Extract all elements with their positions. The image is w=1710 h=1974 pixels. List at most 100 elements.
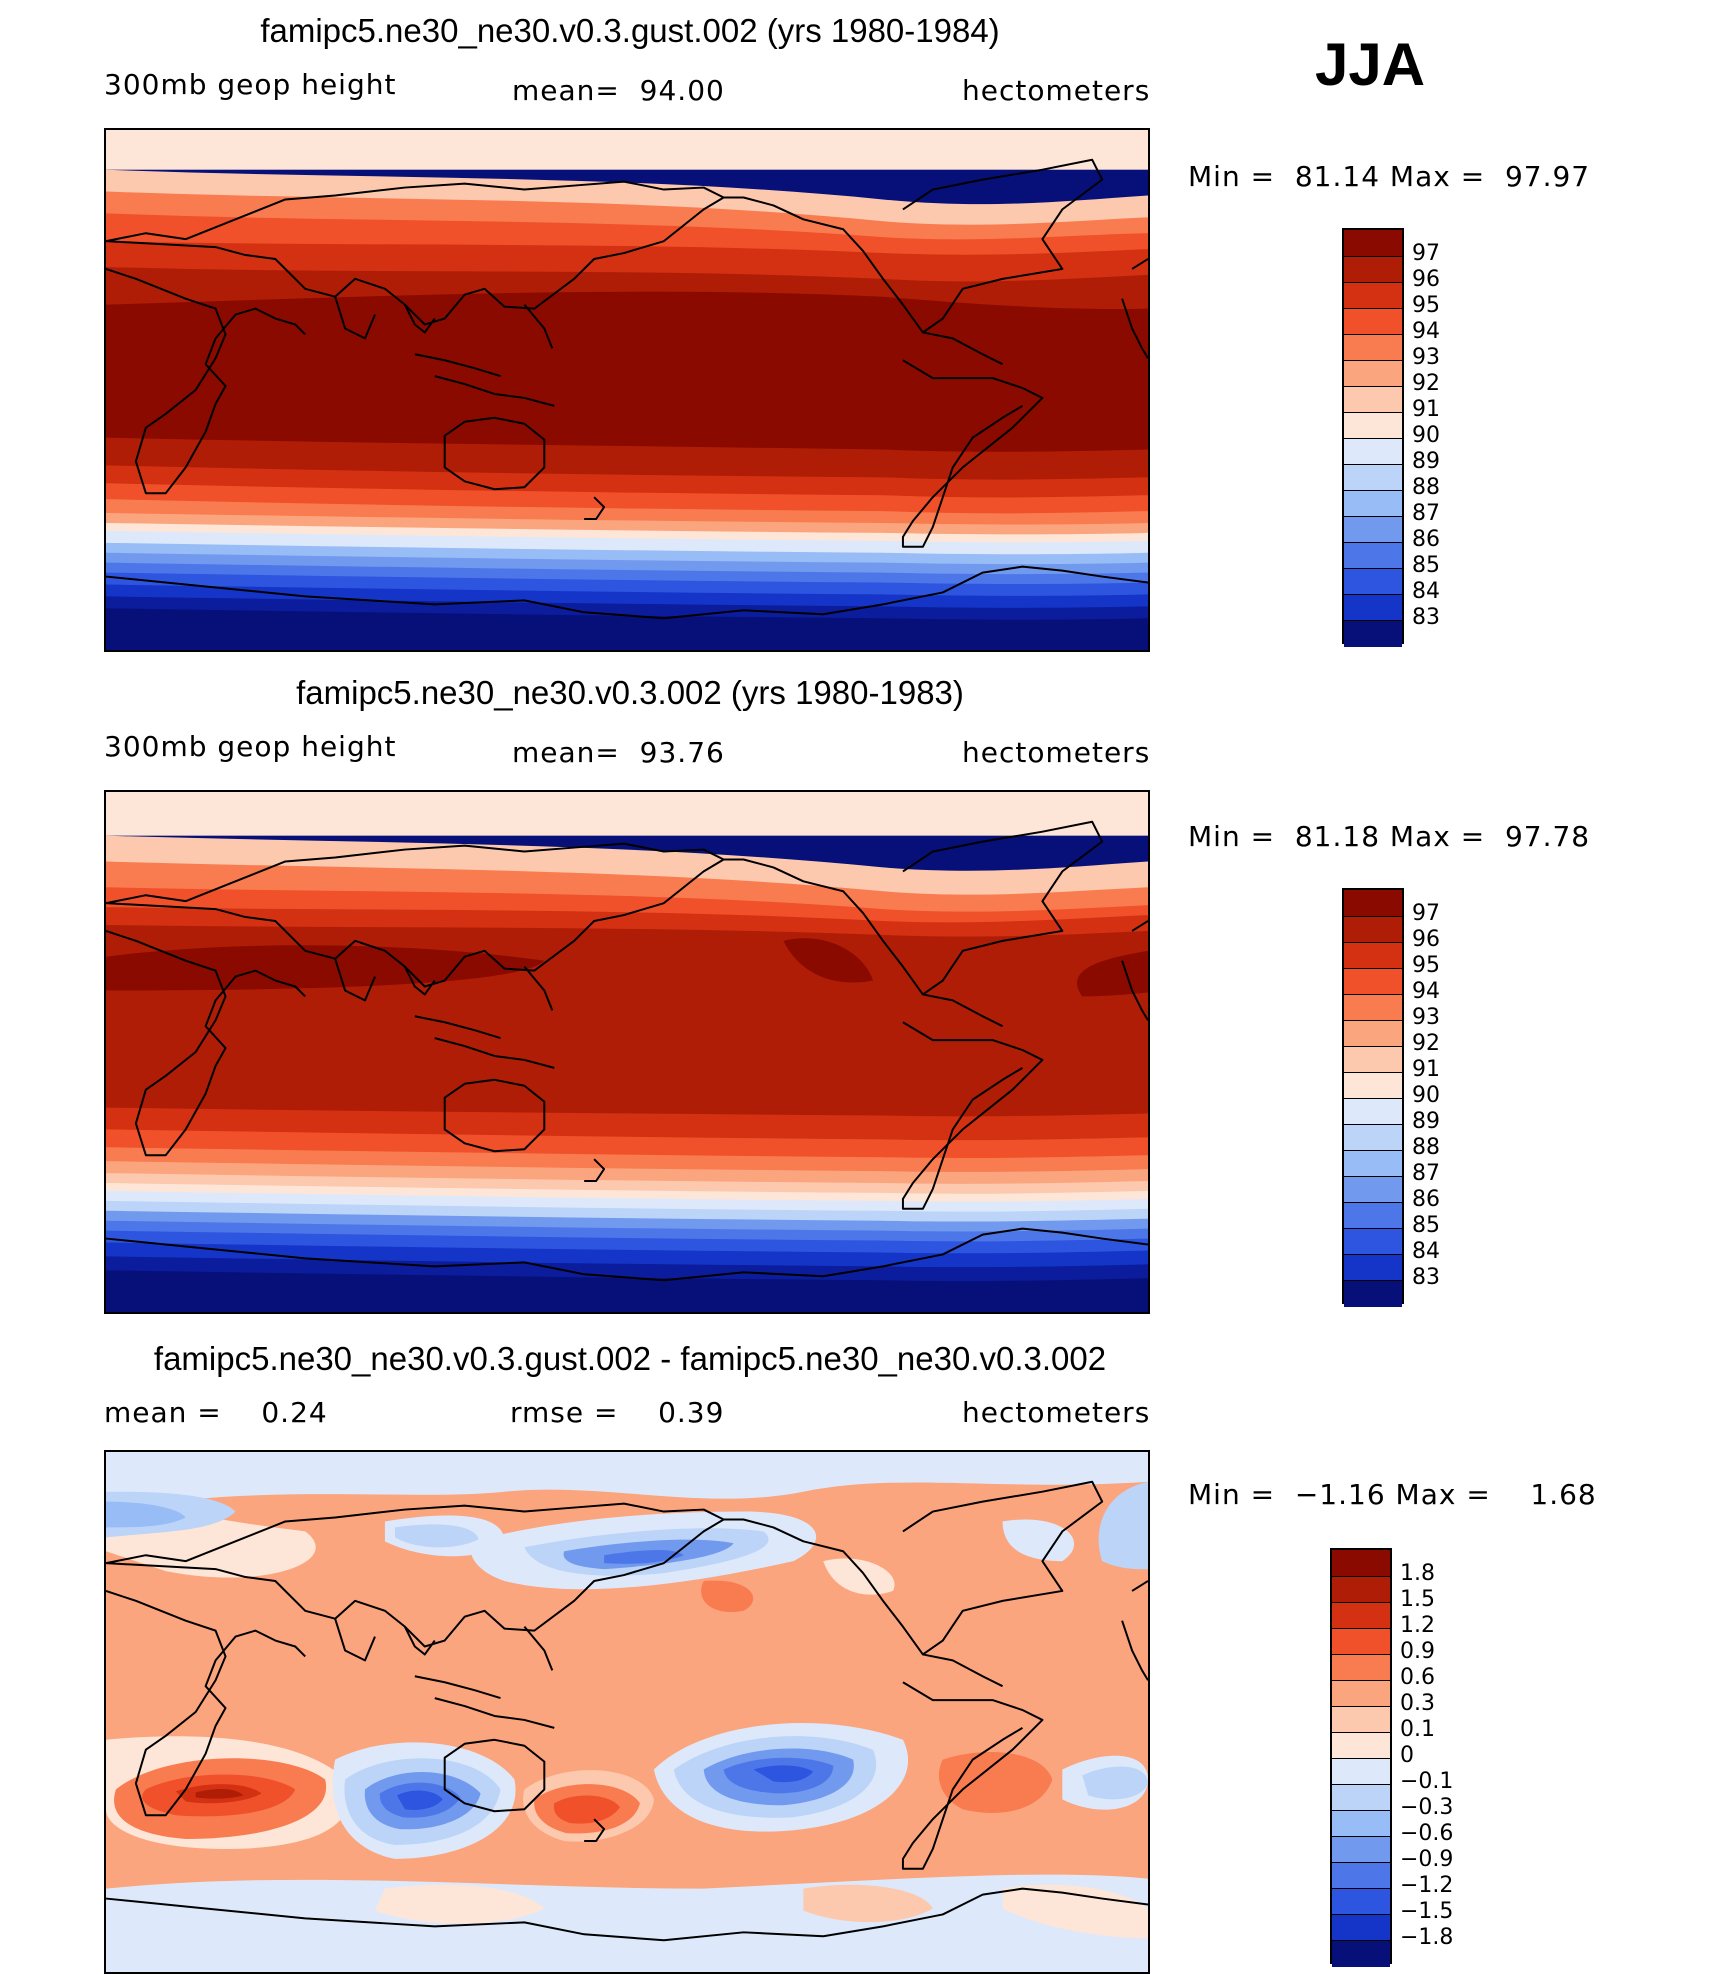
colorbar-segment (1332, 1784, 1390, 1811)
colorbar-tick-label: 90 (1412, 1083, 1440, 1108)
colorbar-tick-label: 86 (1412, 1187, 1440, 1212)
colorbar-segment (1332, 1628, 1390, 1655)
colorbar-segment (1344, 360, 1402, 387)
colorbar-segment (1332, 1862, 1390, 1889)
colorbar-segment (1344, 994, 1402, 1021)
colorbar-segment (1344, 282, 1402, 309)
colorbar-tick-label: 86 (1412, 527, 1440, 552)
colorbar-segment (1344, 386, 1402, 413)
colorbar-segment (1344, 334, 1402, 361)
colorbar-tick-label: 83 (1412, 605, 1440, 630)
colorbar-segment (1344, 438, 1402, 465)
panel1-units: hectometers (962, 74, 1151, 107)
colorbar-segment (1344, 1254, 1402, 1281)
colorbar-segment (1332, 1888, 1390, 1915)
colorbar-segment (1344, 1150, 1402, 1177)
colorbar-segment (1344, 1046, 1402, 1073)
colorbar-segment (1332, 1810, 1390, 1837)
colorbar-tick-label: 0.3 (1400, 1691, 1435, 1716)
colorbar-tick-label: 1.5 (1400, 1587, 1435, 1612)
colorbar-tick-label: 91 (1412, 397, 1440, 422)
colorbar-tick-label: 92 (1412, 1031, 1440, 1056)
panel2-mean: mean= 93.76 (512, 736, 725, 769)
panel1-mean: mean= 94.00 (512, 74, 725, 107)
panel3-rmse: rmse = 0.39 (510, 1396, 725, 1429)
panel1-colorbar (1342, 228, 1404, 647)
colorbar-tick-label: −0.1 (1400, 1769, 1454, 1794)
panel3-minmax: Min = −1.16 Max = 1.68 (1188, 1478, 1597, 1511)
colorbar-segment (1344, 1228, 1402, 1255)
colorbar-segment (1332, 1602, 1390, 1629)
colorbar-segment (1332, 1550, 1390, 1576)
colorbar-tick-label: 0.9 (1400, 1639, 1435, 1664)
colorbar-segment (1332, 1654, 1390, 1681)
panel1-minmax: Min = 81.14 Max = 97.97 (1188, 160, 1591, 193)
panel3-colorbar (1330, 1548, 1392, 1967)
colorbar-tick-label: −0.9 (1400, 1847, 1454, 1872)
panel3-units: hectometers (962, 1396, 1151, 1429)
colorbar-segment (1344, 516, 1402, 543)
panel2-units: hectometers (962, 736, 1151, 769)
panel3-map (104, 1450, 1150, 1974)
colorbar-segment (1332, 1914, 1390, 1941)
colorbar-segment (1344, 568, 1402, 595)
colorbar-tick-label: 87 (1412, 1161, 1440, 1186)
colorbar-segment (1332, 1706, 1390, 1733)
colorbar-tick-label: 95 (1412, 953, 1440, 978)
colorbar-segment (1344, 1098, 1402, 1125)
colorbar-segment (1344, 1072, 1402, 1099)
panel2-title: famipc5.ne30_ne30.v0.3.002 (yrs 1980-198… (296, 674, 964, 711)
panel2-variable: 300mb geop height (104, 730, 397, 763)
colorbar-segment (1332, 1576, 1390, 1603)
panel1-title: famipc5.ne30_ne30.v0.3.gust.002 (yrs 198… (260, 12, 1000, 49)
colorbar-tick-label: 96 (1412, 927, 1440, 952)
colorbar-segment (1344, 1176, 1402, 1203)
colorbar-segment (1344, 490, 1402, 517)
colorbar-segment (1344, 1280, 1402, 1307)
colorbar-segment (1344, 916, 1402, 943)
season-label: JJA (1315, 31, 1426, 98)
panel1-variable: 300mb geop height (104, 68, 397, 101)
colorbar-segment (1344, 256, 1402, 283)
colorbar-tick-label: −1.5 (1400, 1899, 1454, 1924)
colorbar-tick-label: 85 (1412, 1213, 1440, 1238)
colorbar-tick-label: 92 (1412, 371, 1440, 396)
colorbar-segment (1332, 1680, 1390, 1707)
colorbar-tick-label: 0.6 (1400, 1665, 1435, 1690)
colorbar-tick-label: −1.2 (1400, 1873, 1454, 1898)
colorbar-tick-label: 88 (1412, 1135, 1440, 1160)
colorbar-segment (1344, 890, 1402, 916)
colorbar-segment (1344, 942, 1402, 969)
colorbar-segment (1344, 594, 1402, 621)
colorbar-segment (1344, 464, 1402, 491)
colorbar-tick-label: 93 (1412, 345, 1440, 370)
colorbar-segment (1344, 1124, 1402, 1151)
colorbar-tick-label: 88 (1412, 475, 1440, 500)
colorbar-tick-label: 90 (1412, 423, 1440, 448)
panel2-colorbar (1342, 888, 1404, 1307)
colorbar-tick-label: 83 (1412, 1265, 1440, 1290)
colorbar-tick-label: 96 (1412, 267, 1440, 292)
colorbar-tick-label: −1.8 (1400, 1925, 1454, 1950)
colorbar-tick-label: 84 (1412, 579, 1440, 604)
colorbar-tick-label: 97 (1412, 901, 1440, 926)
colorbar-segment (1344, 542, 1402, 569)
colorbar-tick-label: 94 (1412, 319, 1440, 344)
colorbar-tick-label: 89 (1412, 449, 1440, 474)
colorbar-tick-label: 93 (1412, 1005, 1440, 1030)
colorbar-tick-label: 87 (1412, 501, 1440, 526)
colorbar-tick-label: 91 (1412, 1057, 1440, 1082)
colorbar-tick-label: 1.2 (1400, 1613, 1435, 1638)
colorbar-segment (1332, 1836, 1390, 1863)
colorbar-tick-label: 1.8 (1400, 1561, 1435, 1586)
colorbar-segment (1344, 308, 1402, 335)
colorbar-segment (1332, 1758, 1390, 1785)
colorbar-segment (1344, 230, 1402, 256)
colorbar-segment (1344, 1202, 1402, 1229)
colorbar-segment (1332, 1940, 1390, 1967)
colorbar-tick-label: 0.1 (1400, 1717, 1435, 1742)
colorbar-tick-label: 84 (1412, 1239, 1440, 1264)
panel3-mean: mean = 0.24 (104, 1396, 328, 1429)
colorbar-tick-label: 97 (1412, 241, 1440, 266)
colorbar-tick-label: 0 (1400, 1743, 1414, 1768)
